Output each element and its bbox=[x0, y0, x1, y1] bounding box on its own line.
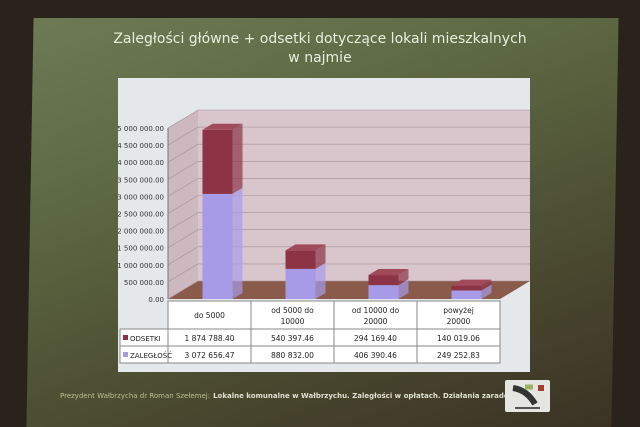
chart-svg: 0.00 500 000.00 1 000 000.00 1 500 000.00 2 … bbox=[118, 109, 530, 364]
x-category-label: do 5000 bbox=[194, 311, 225, 320]
gridline bbox=[167, 280, 530, 300]
bar-side bbox=[398, 269, 409, 286]
legend-label: ZALEGŁOŚĆ bbox=[130, 351, 172, 360]
gridline bbox=[167, 126, 530, 146]
bar-side bbox=[232, 187, 243, 299]
y-tick-label: 500 000.00 bbox=[124, 279, 164, 287]
y-tick-label: 1 500 000.00 bbox=[118, 245, 164, 253]
x-category-label: 20000 bbox=[364, 317, 388, 326]
gridline bbox=[167, 178, 530, 197]
x-category-label: od 5000 do bbox=[271, 306, 314, 315]
bar-odsetki bbox=[451, 285, 482, 291]
bar-zaleglosc bbox=[451, 290, 482, 299]
bar-odsetki bbox=[368, 275, 399, 286]
bar-side bbox=[315, 244, 326, 269]
y-tick-label: 4 000 000.00 bbox=[118, 159, 164, 167]
title-line-2: w najmie bbox=[288, 50, 352, 66]
gridline bbox=[167, 195, 530, 214]
y-tick-label: 3 500 000.00 bbox=[118, 176, 164, 184]
data-label: 540 397.46 bbox=[271, 334, 314, 343]
legend-swatch bbox=[123, 352, 128, 357]
legend-label: ODSETKI bbox=[130, 335, 161, 343]
gridline bbox=[167, 246, 530, 266]
x-category-label: od 10000 do bbox=[352, 306, 400, 315]
x-category-label: powyżej bbox=[443, 306, 474, 315]
x-category-label: 10000 bbox=[281, 317, 305, 326]
bar-top bbox=[368, 269, 409, 276]
bar-side bbox=[481, 279, 492, 291]
chart-title: Zaległości główne + odsetki dotyczące lo… bbox=[95, 30, 545, 68]
gridline bbox=[167, 229, 530, 248]
bar-side bbox=[315, 262, 326, 299]
bar-side bbox=[232, 123, 243, 194]
gridline bbox=[167, 109, 530, 129]
data-label: 3 072 656.47 bbox=[184, 351, 234, 360]
x-category-label: 20000 bbox=[447, 317, 471, 326]
y-tick-label: 3 000 000.00 bbox=[118, 193, 164, 201]
bar-side bbox=[481, 284, 492, 299]
bar-top bbox=[285, 244, 326, 251]
bar-zaleglosc bbox=[368, 285, 399, 299]
chart-area: 0.00 500 000.00 1 000 000.00 1 500 000.00 2 … bbox=[118, 78, 530, 372]
bar-top bbox=[202, 123, 243, 130]
floor bbox=[168, 281, 530, 299]
bar-side bbox=[398, 279, 409, 299]
title-line-1: Zaległości główne + odsetki dotyczące lo… bbox=[113, 31, 527, 47]
bar-top bbox=[451, 279, 492, 286]
city-logo bbox=[505, 380, 550, 412]
footer-author: Prezydent Wałbrzycha dr Roman Szełemej: bbox=[60, 392, 211, 400]
data-label: 406 390.46 bbox=[354, 351, 397, 360]
y-tick-label: 1 000 000.00 bbox=[118, 262, 164, 270]
gridline bbox=[167, 263, 530, 283]
bar-odsetki bbox=[202, 129, 233, 194]
y-tick-label: 2 000 000.00 bbox=[118, 228, 164, 236]
gridline bbox=[167, 212, 530, 231]
gridline bbox=[167, 161, 530, 180]
data-label: 1 874 788.40 bbox=[184, 334, 234, 343]
footer: Prezydent Wałbrzycha dr Roman Szełemej: L… bbox=[60, 392, 517, 400]
y-tick-label: 5 000 000.00 bbox=[118, 125, 164, 133]
y-tick-label: 2 500 000.00 bbox=[118, 211, 164, 219]
y-tick-label: 4 500 000.00 bbox=[118, 142, 164, 150]
gridline bbox=[167, 143, 530, 163]
y-tick-label: 0.00 bbox=[148, 296, 164, 304]
footer-text: Lokalne komunalne w Wałbrzychu. Zaległoś… bbox=[213, 392, 517, 400]
bar-zaleglosc bbox=[285, 268, 316, 299]
bar-odsetki bbox=[285, 250, 316, 269]
legend-swatch bbox=[123, 335, 128, 340]
data-label: 249 252.83 bbox=[437, 351, 480, 360]
data-label: 880 832.00 bbox=[271, 351, 314, 360]
bar-zaleglosc bbox=[202, 193, 233, 299]
data-label: 294 169.40 bbox=[354, 334, 397, 343]
data-label: 140 019.06 bbox=[437, 334, 480, 343]
